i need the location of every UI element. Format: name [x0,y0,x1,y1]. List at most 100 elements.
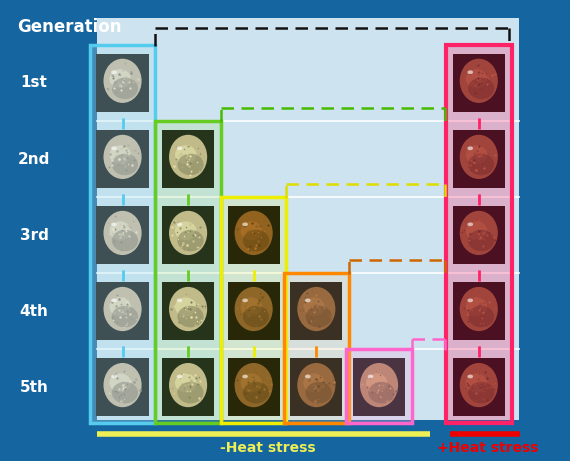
Bar [227,282,280,340]
Ellipse shape [241,297,262,316]
Ellipse shape [109,221,131,240]
Ellipse shape [177,306,203,327]
Text: 4th: 4th [20,304,48,319]
Ellipse shape [111,223,117,226]
Ellipse shape [111,375,117,378]
Ellipse shape [109,297,131,316]
Ellipse shape [467,147,473,150]
Ellipse shape [112,306,138,327]
Bar [453,359,505,416]
Ellipse shape [175,145,197,164]
Ellipse shape [303,297,325,316]
Ellipse shape [112,230,138,251]
Ellipse shape [305,375,311,378]
Ellipse shape [112,154,138,175]
Ellipse shape [298,287,335,331]
Ellipse shape [468,382,494,403]
Ellipse shape [175,221,197,240]
Ellipse shape [360,363,398,407]
Ellipse shape [112,382,138,403]
Bar [96,282,149,340]
Ellipse shape [111,71,117,74]
Ellipse shape [177,147,182,150]
Ellipse shape [467,299,473,302]
Ellipse shape [368,375,373,378]
Ellipse shape [298,363,335,407]
Bar [162,282,214,340]
Ellipse shape [177,223,182,226]
Ellipse shape [460,287,498,331]
Ellipse shape [243,382,269,403]
Ellipse shape [468,306,494,327]
Ellipse shape [104,287,141,331]
Bar [96,54,149,112]
Bar [453,282,505,340]
Bar [96,207,149,264]
Ellipse shape [468,230,494,251]
Ellipse shape [366,373,388,392]
Ellipse shape [460,135,498,179]
Text: +Heat stress: +Heat stress [437,441,538,455]
Bar [227,359,280,416]
Ellipse shape [467,223,473,226]
Bar [96,359,149,416]
Ellipse shape [466,69,487,88]
Text: 2nd: 2nd [18,152,50,166]
Bar [97,18,519,420]
Ellipse shape [109,145,131,164]
Ellipse shape [104,363,141,407]
Ellipse shape [460,363,498,407]
Text: 3rd: 3rd [20,228,48,242]
Ellipse shape [111,147,117,150]
Bar [155,121,221,423]
Ellipse shape [235,287,272,331]
Ellipse shape [169,287,207,331]
Ellipse shape [112,77,138,99]
Bar [90,45,155,423]
Ellipse shape [242,375,248,378]
Bar [446,45,512,423]
Ellipse shape [368,382,394,403]
Ellipse shape [169,135,207,179]
Ellipse shape [169,211,207,255]
Bar [162,207,214,264]
Ellipse shape [241,373,262,392]
Ellipse shape [467,375,473,378]
Ellipse shape [169,363,207,407]
Ellipse shape [109,69,131,88]
Ellipse shape [104,59,141,103]
Ellipse shape [175,297,197,316]
Bar [227,207,280,264]
Bar [290,282,343,340]
Text: Generation: Generation [17,18,121,36]
Text: 5th: 5th [20,380,48,395]
Ellipse shape [177,375,182,378]
Ellipse shape [306,306,332,327]
Ellipse shape [243,306,269,327]
Ellipse shape [303,373,325,392]
Text: -Heat stress: -Heat stress [220,441,316,455]
Bar [290,359,343,416]
Ellipse shape [175,373,197,392]
Ellipse shape [466,145,487,164]
Ellipse shape [177,299,182,302]
Ellipse shape [306,382,332,403]
Ellipse shape [177,230,203,251]
Bar [353,359,405,416]
Ellipse shape [111,299,117,302]
Ellipse shape [466,297,487,316]
Ellipse shape [177,382,203,403]
Ellipse shape [468,77,494,99]
Ellipse shape [235,211,272,255]
Ellipse shape [109,373,131,392]
Bar [284,273,349,423]
Bar [453,130,505,188]
Ellipse shape [242,223,248,226]
Ellipse shape [468,154,494,175]
Bar [96,130,149,188]
Ellipse shape [242,299,248,302]
Bar [162,130,214,188]
Ellipse shape [235,363,272,407]
Ellipse shape [243,230,269,251]
Ellipse shape [104,135,141,179]
